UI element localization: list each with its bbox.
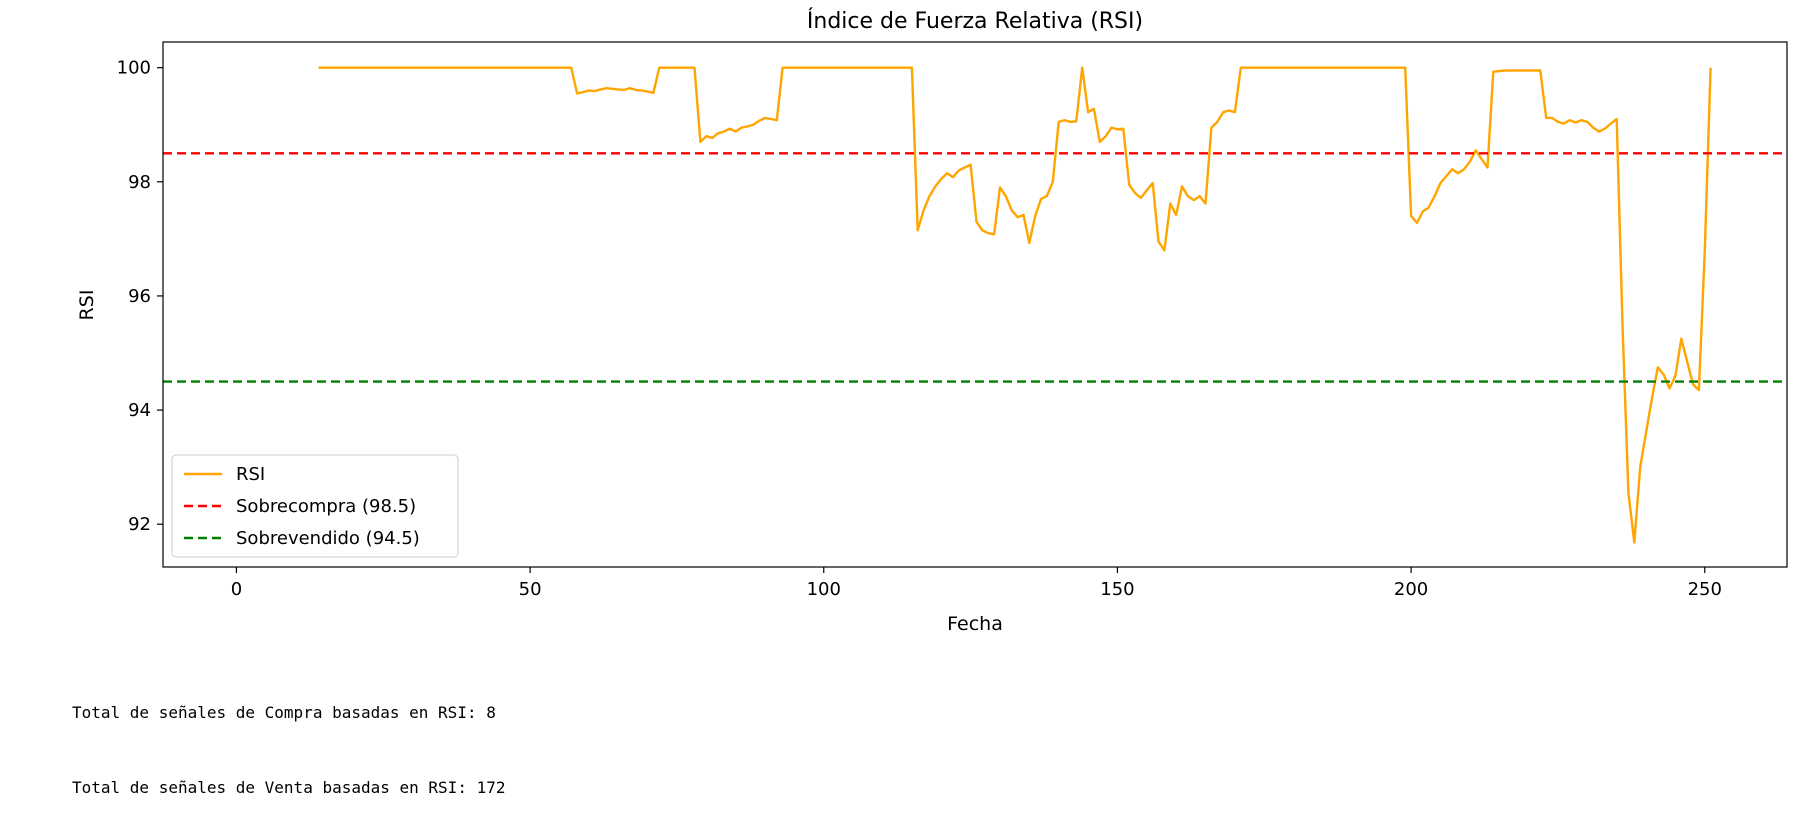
plot-frame (162, 41, 1788, 568)
sell-signals-text: Total de señales de Venta basadas en RSI… (72, 778, 506, 797)
y-tick-label: 94 (128, 400, 151, 421)
x-tick-label: 0 (231, 579, 242, 600)
legend-label: Sobrevendido (94.5) (236, 528, 420, 549)
y-tick-label: 96 (128, 286, 151, 307)
x-tick-label: 50 (519, 579, 542, 600)
console-output: Total de señales de Compra basadas en RS… (72, 650, 505, 825)
buy-signals-text: Total de señales de Compra basadas en RS… (72, 703, 496, 722)
x-tick-label: 100 (807, 579, 841, 600)
x-axis-label: Fecha (947, 613, 1003, 635)
series-rsi-line (318, 66, 1712, 544)
legend-label: Sobrecompra (98.5) (236, 496, 416, 517)
legend-label: RSI (236, 464, 265, 485)
x-tick-label: 250 (1688, 579, 1722, 600)
rsi-chart: Índice de Fuerza Relativa (RSI) 0 50 100 15… (76, 8, 1788, 635)
y-tick-label: 100 (117, 58, 151, 79)
y-axis-label: RSI (76, 290, 98, 321)
y-tick-label: 92 (128, 514, 151, 535)
x-tick-label: 150 (1100, 579, 1134, 600)
y-tick-label: 98 (128, 172, 151, 193)
legend-box (171, 454, 459, 558)
plot-area: 0 50 100 150 200 250 92 94 96 98 100 (117, 41, 1788, 600)
chart-title: Índice de Fuerza Relativa (RSI) (807, 8, 1143, 34)
legend: RSI Sobrecompra (98.5) Sobrevendido (94.5) (171, 454, 459, 558)
x-tick-label: 200 (1394, 579, 1428, 600)
data-lines (163, 66, 1787, 544)
